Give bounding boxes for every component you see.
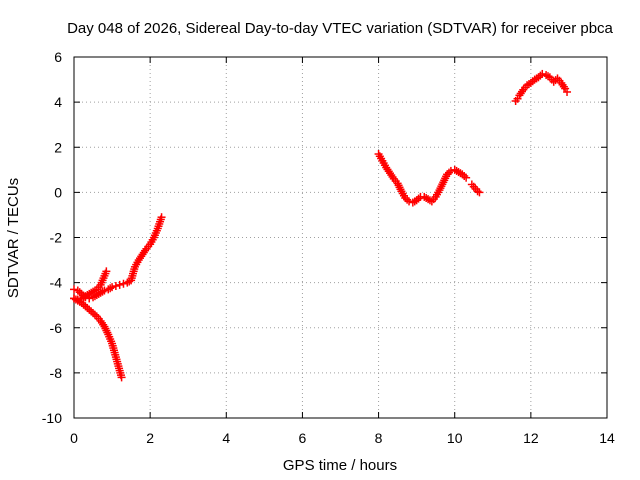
x-axis-label: GPS time / hours [283,457,397,474]
data-point [79,291,88,300]
data-point [403,195,412,204]
data-point [115,280,124,289]
grid-lines [74,57,607,418]
data-point [98,287,107,296]
data-point [517,87,526,96]
y-tick-label: 2 [54,139,62,155]
chart-title: Day 048 of 2026, Sidereal Day-to-day VTE… [67,20,613,37]
axis-ticks [73,56,608,419]
data-point [70,294,78,303]
data-point [538,69,547,78]
data-point [106,284,115,293]
x-tick-labels: 0 2 4 6 8 10 12 14 [70,430,615,446]
data-point [70,285,78,294]
data-point [559,82,568,91]
x-tick-label: 14 [599,430,615,446]
y-tick-label: -2 [50,230,63,246]
data-point [475,188,484,197]
y-axis-label: SDTVAR / TECUs [5,178,22,298]
data-point [100,286,109,295]
y-tick-label: -8 [50,365,63,381]
data-point [85,294,94,303]
data-point [117,373,126,382]
x-tick-label: 4 [222,430,230,446]
data-point [445,168,454,177]
y-tick-label: -6 [50,320,63,336]
data-point [102,267,111,276]
data-points [70,69,572,382]
y-tick-label: -4 [50,275,63,291]
x-tick-label: 8 [375,430,383,446]
x-tick-label: 12 [523,430,539,446]
data-point [462,173,471,182]
y-tick-label: -10 [42,410,62,426]
data-point [473,187,482,196]
data-point [414,194,423,203]
x-tick-label: 6 [299,430,307,446]
x-tick-label: 2 [146,430,154,446]
y-tick-label: 6 [54,49,62,65]
data-point [388,172,397,181]
y-tick-label: 4 [54,94,62,110]
data-point [111,282,120,291]
x-tick-label: 10 [447,430,463,446]
x-tick-label: 0 [70,430,78,446]
data-point [157,213,166,222]
y-tick-labels: -10 -8 -6 -4 -2 0 2 4 6 [42,49,62,426]
data-point [108,283,117,292]
data-point [73,295,82,304]
data-point [460,172,469,181]
data-point [90,310,99,319]
data-point [81,293,90,302]
y-tick-label: 0 [54,184,62,200]
data-point [563,87,572,96]
data-point [425,196,434,205]
data-point [141,246,150,255]
data-point [119,279,128,288]
